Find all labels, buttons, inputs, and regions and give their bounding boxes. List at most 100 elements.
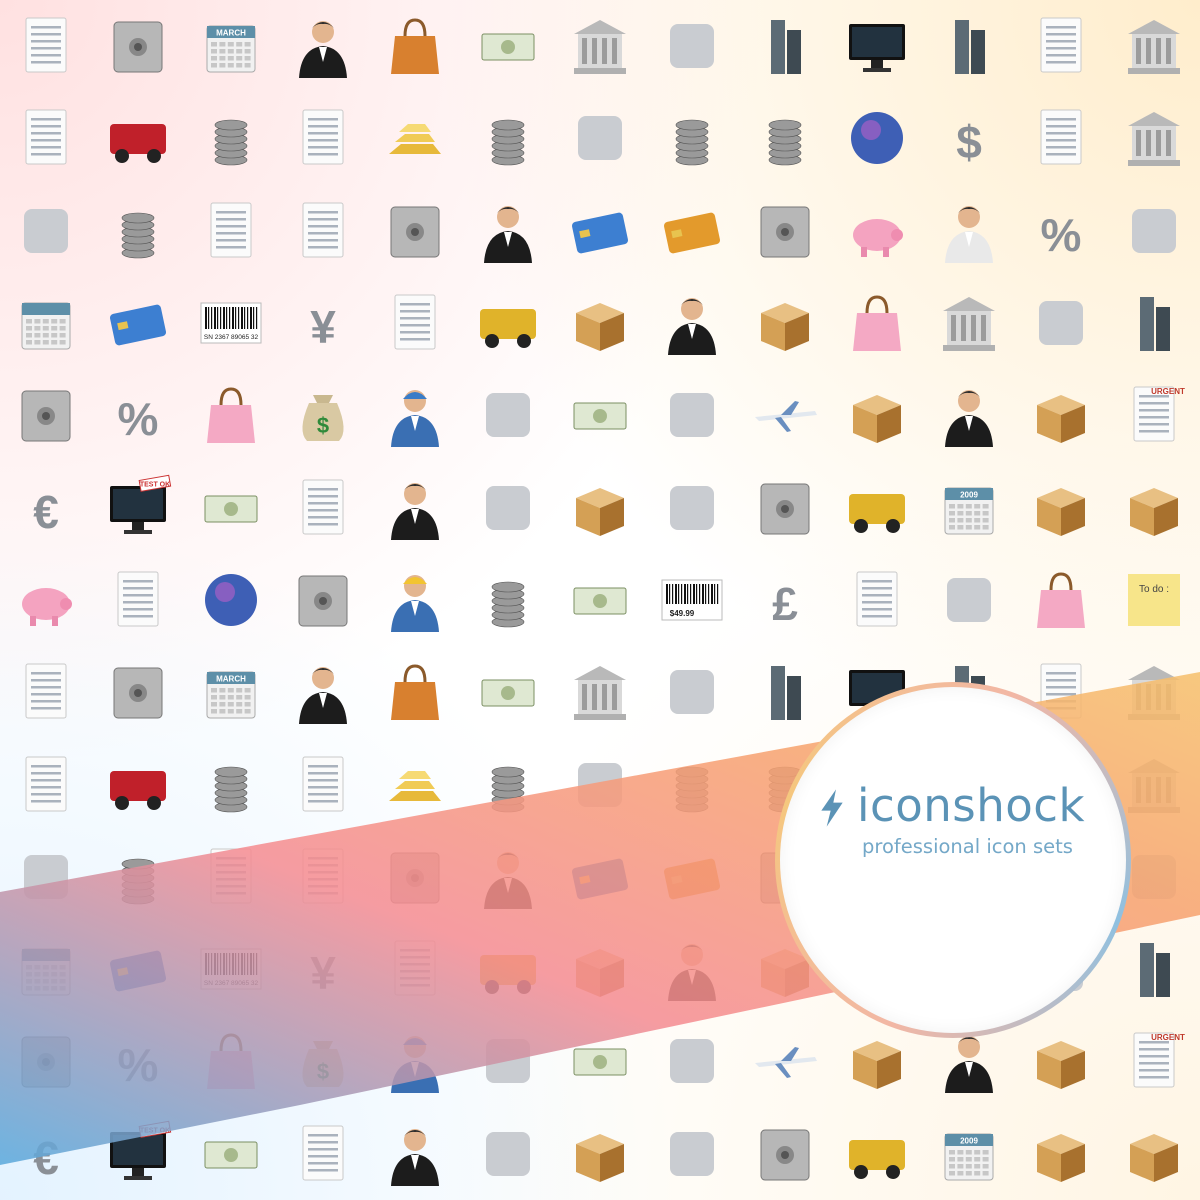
svg-text:%: % (118, 1039, 159, 1091)
icon-cell (277, 461, 369, 553)
icon-cell (554, 185, 646, 277)
icon-cell (646, 646, 738, 738)
calendar-2009-icon: 2009 (944, 1133, 994, 1181)
svg-text:%: % (1041, 209, 1082, 261)
icon-cell (738, 369, 830, 461)
icon-cell (185, 185, 277, 277)
icon-cell (461, 277, 553, 369)
cash-register-icon (760, 483, 810, 535)
shipping-invoice-icon (394, 940, 436, 996)
forklift-boxes-icon (1129, 1133, 1178, 1182)
icon-cell (923, 554, 1015, 646)
warehouse-icon (670, 393, 715, 438)
icon-cell (1015, 461, 1107, 553)
credit-cards-icon (110, 950, 167, 992)
silver-coin-icon (491, 581, 524, 628)
icon-cell (738, 277, 830, 369)
icon-cell (554, 0, 646, 92)
icon-cell: MARCH (185, 646, 277, 738)
money-percent-icon: % (118, 1039, 159, 1091)
icon-cell (738, 0, 830, 92)
svg-text:SN 2367 89065 32: SN 2367 89065 32 (204, 980, 259, 987)
svg-text:$: $ (317, 1059, 329, 1084)
icon-cell (369, 277, 461, 369)
office-desk-icon (1127, 112, 1180, 167)
schedule-clock-icon (21, 948, 71, 996)
icon-cell (0, 1015, 92, 1107)
clipboard-checklist-icon (302, 479, 344, 535)
icon-cell (277, 738, 369, 830)
manager-icon (391, 1128, 440, 1186)
bank-building-icon (1127, 20, 1180, 75)
construction-worker-icon (391, 574, 440, 632)
icon-cell (831, 185, 923, 277)
icon-cell (646, 185, 738, 277)
icon-cell (1108, 277, 1200, 369)
icon-cell (369, 0, 461, 92)
icon-cell (0, 646, 92, 738)
wallet-icon (481, 679, 535, 707)
chainsaw-icon (848, 1139, 905, 1179)
gold-vault-icon (760, 206, 810, 258)
signed-contract-icon (302, 109, 344, 165)
icon-cell (831, 92, 923, 184)
cardboard-boxes-icon (575, 949, 624, 998)
cash-wallet-icon (573, 402, 627, 430)
icon-cell (554, 923, 646, 1015)
flowchart-document-icon (210, 848, 252, 904)
coin-stack-icon (675, 766, 709, 812)
svg-text:URGENT: URGENT (1151, 1033, 1185, 1042)
document-stack-icon (122, 212, 155, 259)
icon-cell: ¥ (277, 277, 369, 369)
icon-cell (0, 185, 92, 277)
march-calendar-icon: MARCH (206, 671, 256, 719)
globe-envelope-icon (850, 112, 903, 165)
icon-cell (738, 1108, 830, 1200)
office-buildings-icon (770, 20, 801, 75)
icon-cell (646, 461, 738, 553)
icon-cell (92, 277, 184, 369)
businessman-icon (299, 667, 348, 725)
icon-cell (369, 738, 461, 830)
svg-text:£: £ (772, 578, 798, 630)
calculator-sheet-icon (302, 202, 344, 258)
icon-cell (92, 738, 184, 830)
joystick-icon (485, 1039, 530, 1084)
icon-cell (831, 277, 923, 369)
icon-cell (738, 461, 830, 553)
icon-cell (646, 1108, 738, 1200)
icon-cell (554, 554, 646, 646)
icon-cell (92, 923, 184, 1015)
icon-cell: € (0, 1108, 92, 1200)
icon-cell (461, 1108, 553, 1200)
icon-cell (185, 554, 277, 646)
handbag-icon (391, 664, 440, 721)
icon-cell (369, 369, 461, 461)
business-team-icon (483, 851, 532, 909)
icon-cell (1015, 554, 1107, 646)
icon-cell (277, 0, 369, 92)
price-tag-icon (206, 387, 255, 444)
schedule-clock-icon (21, 302, 71, 350)
price-barcode-icon: $49.99 (661, 579, 723, 621)
euro-sign-icon: € (33, 486, 59, 538)
icon-cell (646, 0, 738, 92)
safe-icon (390, 206, 440, 258)
brand-tagline: professional icon sets (862, 835, 1073, 858)
icon-cell: $ (277, 1015, 369, 1107)
filing-cabinet-icon (21, 1036, 71, 1088)
icon-cell (554, 277, 646, 369)
bank-money-icon (943, 297, 996, 352)
icon-cell (369, 554, 461, 646)
hand-money-icon (204, 495, 258, 523)
brand-logo: iconshock (815, 775, 1115, 835)
flowchart-document-icon (210, 202, 252, 258)
icon-cell (923, 185, 1015, 277)
urgent-document-icon: URGENT (1133, 386, 1185, 442)
chainsaw-icon (848, 493, 905, 533)
icon-cell (461, 0, 553, 92)
pound-sign-icon: £ (772, 578, 798, 630)
icon-cell: MARCH (185, 0, 277, 92)
icon-cell (369, 646, 461, 738)
icon-cell: $ (277, 369, 369, 461)
